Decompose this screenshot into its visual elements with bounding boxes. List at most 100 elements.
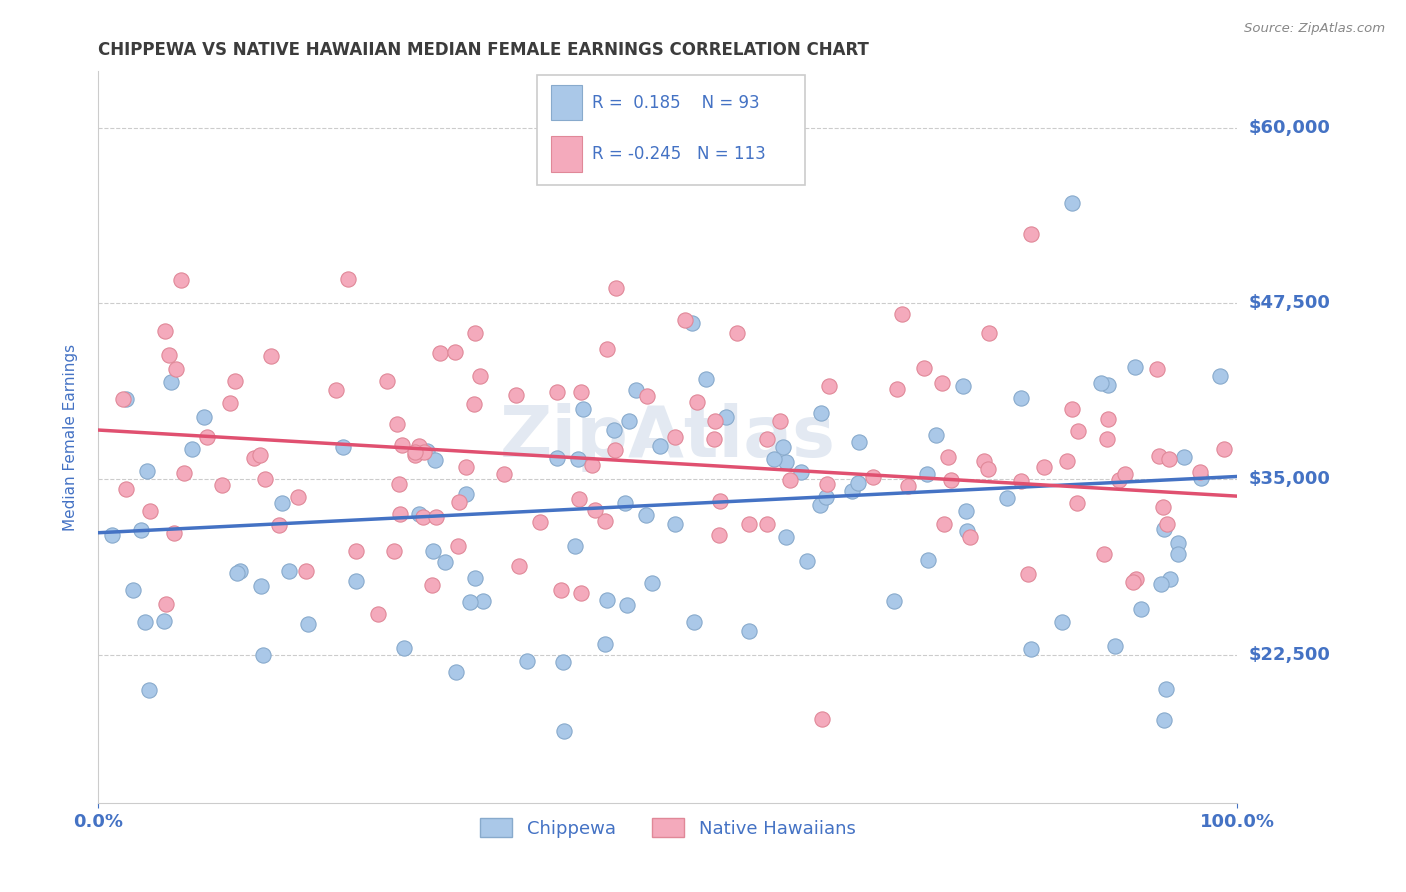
Point <box>725 326 748 341</box>
Point <box>138 683 160 698</box>
Point <box>738 516 761 531</box>
Point <box>433 555 456 569</box>
Point <box>952 379 974 393</box>
Point <box>344 574 367 589</box>
Point <box>714 410 737 425</box>
Point <box>122 583 145 598</box>
Point <box>388 477 411 491</box>
Point <box>936 450 959 465</box>
Point <box>325 383 347 397</box>
Point <box>529 515 551 529</box>
Point <box>243 450 266 465</box>
Point <box>1213 442 1236 456</box>
Point <box>1147 449 1170 463</box>
Point <box>634 508 657 523</box>
Point <box>636 388 658 402</box>
Y-axis label: Median Female Earnings: Median Female Earnings <box>63 343 77 531</box>
Point <box>596 592 619 607</box>
Point <box>1032 459 1054 474</box>
Point <box>1130 602 1153 616</box>
Point <box>391 437 413 451</box>
Point <box>1167 536 1189 550</box>
Text: CHIPPEWA VS NATIVE HAWAIIAN MEDIAN FEMALE EARNINGS CORRELATION CHART: CHIPPEWA VS NATIVE HAWAIIAN MEDIAN FEMAL… <box>98 41 869 59</box>
Point <box>848 434 870 449</box>
Point <box>387 417 409 432</box>
Point <box>1123 360 1146 375</box>
Point <box>249 579 271 593</box>
Point <box>619 414 641 428</box>
Point <box>912 361 935 376</box>
Point <box>1150 577 1173 591</box>
Point <box>1125 572 1147 586</box>
Point <box>583 502 606 516</box>
Point <box>228 564 250 578</box>
Point <box>1173 450 1195 465</box>
Point <box>973 454 995 468</box>
Point <box>581 458 603 472</box>
Point <box>129 523 152 537</box>
Point <box>995 491 1018 506</box>
Point <box>846 475 869 490</box>
Point <box>810 406 832 420</box>
Point <box>808 499 831 513</box>
Point <box>664 430 686 444</box>
Point <box>818 379 841 393</box>
Text: $60,000: $60,000 <box>1249 119 1330 136</box>
Point <box>254 472 277 486</box>
Point <box>763 451 786 466</box>
Point <box>270 496 292 510</box>
Point <box>425 510 447 524</box>
Point <box>755 516 778 531</box>
Point <box>423 453 446 467</box>
Point <box>648 439 671 453</box>
Point <box>959 530 981 544</box>
Point <box>1050 615 1073 629</box>
Point <box>173 467 195 481</box>
Point <box>1152 500 1174 515</box>
Point <box>1017 566 1039 581</box>
Point <box>917 467 939 481</box>
Point <box>415 443 437 458</box>
Text: $22,500: $22,500 <box>1249 646 1330 665</box>
Point <box>193 409 215 424</box>
Text: Source: ZipAtlas.com: Source: ZipAtlas.com <box>1244 22 1385 36</box>
Point <box>1156 517 1178 532</box>
Point <box>890 307 912 321</box>
Point <box>932 517 955 532</box>
Point <box>344 544 367 558</box>
Point <box>260 349 283 363</box>
Point <box>593 637 616 651</box>
Point <box>392 641 415 656</box>
Point <box>796 554 818 568</box>
Point <box>404 444 426 458</box>
Point <box>1157 452 1180 467</box>
Point <box>508 559 530 574</box>
Point <box>664 517 686 532</box>
Point <box>572 401 595 416</box>
Point <box>769 414 792 428</box>
Point <box>550 583 572 598</box>
Point <box>456 459 478 474</box>
Point <box>157 348 180 362</box>
Point <box>1092 547 1115 561</box>
Point <box>624 383 647 397</box>
Text: $47,500: $47,500 <box>1249 294 1330 312</box>
Point <box>516 654 538 668</box>
Point <box>249 448 271 462</box>
Point <box>917 553 939 567</box>
Point <box>101 528 124 542</box>
Point <box>568 492 591 507</box>
Point <box>408 507 430 521</box>
Point <box>456 487 478 501</box>
Point <box>505 388 527 402</box>
Point <box>616 599 638 613</box>
Point <box>218 396 240 410</box>
Point <box>404 448 426 462</box>
Point <box>1097 412 1119 426</box>
Point <box>464 571 486 585</box>
Point <box>1122 575 1144 590</box>
Point <box>252 648 274 663</box>
Point <box>1021 227 1043 241</box>
Point <box>1108 473 1130 487</box>
Point <box>420 578 443 592</box>
